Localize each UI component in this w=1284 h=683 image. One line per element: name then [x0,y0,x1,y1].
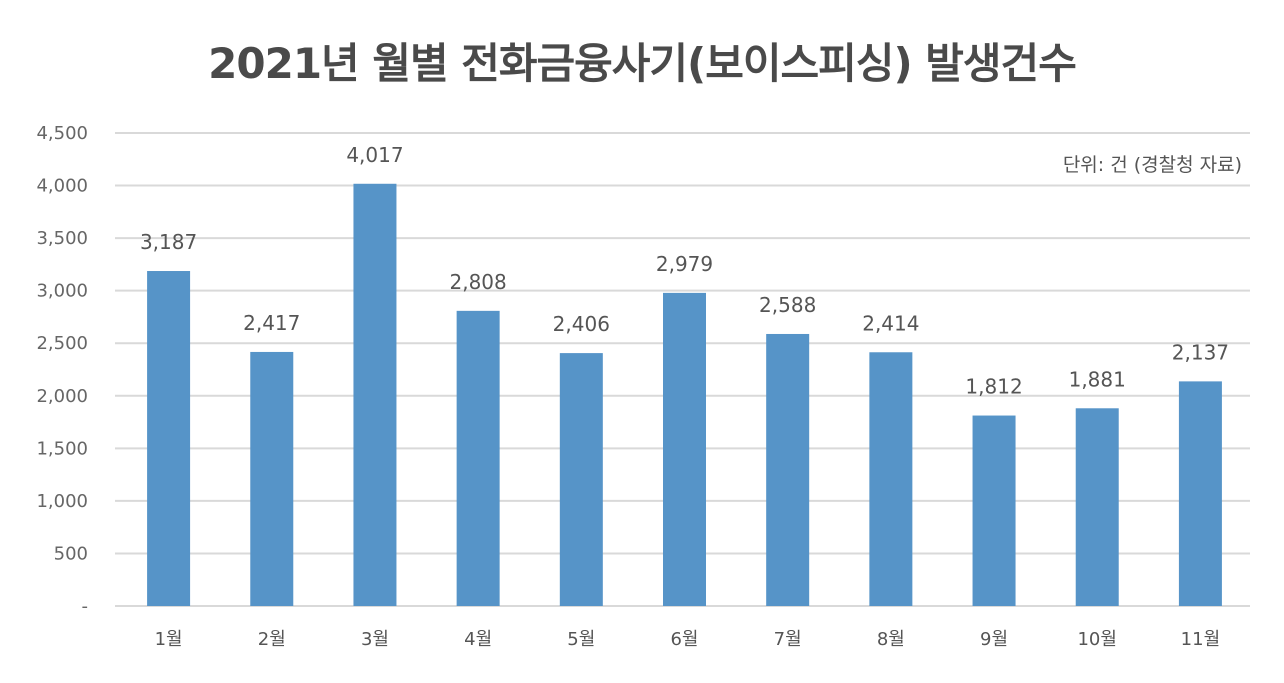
bar-1 [147,271,191,606]
y-tick-label: 3,000 [36,281,88,302]
bar-5 [559,353,603,606]
x-category-label: 11월 [1181,629,1220,650]
x-category-label: 1월 [155,629,183,650]
data-label: 2,414 [862,311,919,335]
x-category-label: 7월 [774,629,802,650]
data-labels: 3,187 2,417 4,017 2,808 2,406 2,979 2,588 2,414… [140,143,1229,399]
bar-3 [353,183,397,606]
bar-6 [663,292,706,606]
data-label: 2,588 [759,293,816,317]
unit-note: 단위: 건 (경찰청 자료) [1062,154,1242,176]
y-tick-label: - [82,596,89,617]
x-category-label: 10월 [1077,629,1116,650]
x-category-label: 6월 [670,629,698,650]
bar-9 [972,415,1016,606]
data-label: 1,881 [1069,367,1126,391]
data-label: 3,187 [140,230,197,254]
x-category-label: 4월 [464,629,492,650]
bar-4 [456,310,500,606]
y-tick-label: 4,000 [36,176,88,197]
x-category-label: 2월 [258,629,286,650]
data-label: 2,808 [450,270,507,294]
bar-10 [1075,408,1119,606]
data-label: 2,137 [1172,340,1229,364]
x-category-label: 9월 [980,629,1008,650]
y-tick-label: 1,500 [36,438,88,459]
data-label: 1,812 [965,375,1022,399]
y-tick-label: 2,000 [36,386,88,407]
y-tick-label: 4,500 [36,123,88,144]
y-tick-label: 3,500 [36,228,88,249]
x-category-label: 3월 [361,629,389,650]
data-label: 2,417 [243,311,300,335]
y-axis-ticks: - 500 1,000 1,500 2,000 2,500 3,000 3,500 4,000 4… [36,123,88,617]
y-tick-label: 1,000 [36,491,88,512]
bar-8 [869,352,913,606]
y-tick-label: 500 [54,543,88,564]
x-category-label: 5월 [567,629,595,650]
bar-11 [1178,381,1222,606]
data-label: 2,406 [553,312,610,336]
x-category-label: 8월 [877,629,905,650]
y-tick-label: 2,500 [36,333,88,354]
data-label: 2,979 [656,252,713,276]
bars [147,183,1222,606]
bar-2 [250,351,294,606]
data-label: 4,017 [346,143,403,167]
x-axis-labels: 1월 2월 3월 4월 5월 6월 7월 8월 9월 10월 11월 [155,629,1221,650]
chart-title: 2021년 월별 전화금융사기(보이스피싱) 발생건수 [208,39,1077,88]
bar-7 [766,333,810,606]
